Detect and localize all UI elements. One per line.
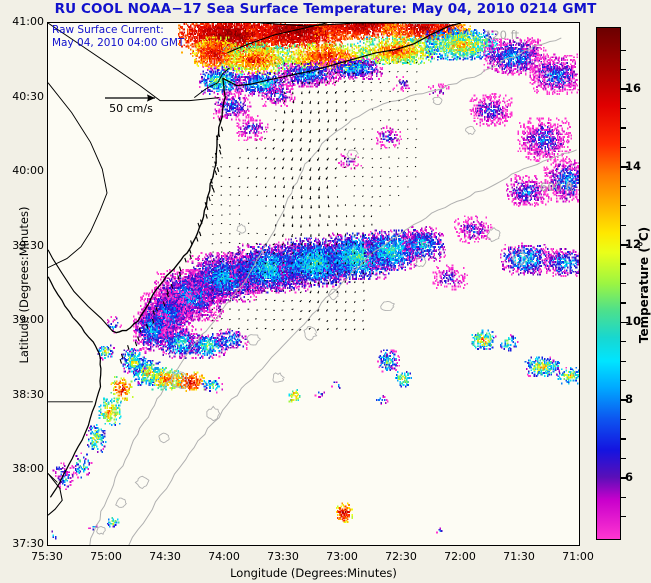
colorbar-tick [621, 515, 626, 518]
colorbar-tick [621, 399, 628, 401]
colorbar-tick [621, 341, 626, 343]
colorbar-gradient [596, 27, 621, 540]
colorbar-label-12: 12 [625, 237, 647, 251]
y-axis-tick-40-00: 40:00 [0, 164, 44, 177]
colorbar-tick [621, 263, 626, 265]
map-canvas [48, 23, 579, 545]
colorbar-tick [621, 302, 626, 304]
colorbar-label-14: 14 [625, 159, 647, 173]
colorbar-tick [621, 49, 626, 51]
colorbar-tick [621, 224, 626, 226]
y-axis-tick-41-00: 41:00 [0, 15, 44, 28]
colorbar-tick [621, 166, 628, 168]
colorbar-tick [621, 282, 626, 285]
page-title: RU COOL NOAA−17 Sea Surface Temperature:… [0, 1, 651, 17]
x-axis-tick-72-00: 72:00 [430, 550, 490, 563]
vector-scale-label: 50 cm/s [83, 102, 179, 115]
colorbar-tick [621, 127, 626, 129]
colorbar-tick [621, 418, 626, 421]
y-axis-tick-labels: 41:00 40:30 40:00 39:30 39:00 38:30 38:00 37:30 [0, 0, 44, 583]
colorbar-tick [621, 205, 626, 207]
colorbar-tick [621, 107, 626, 110]
colorbar-tick [621, 438, 626, 440]
colorbar-tick [621, 243, 628, 246]
x-axis-title: Longitude (Degrees:Minutes) [47, 566, 580, 580]
vector-scale-legend: 50 cm/s [83, 90, 179, 118]
x-axis-tick-73-00: 73:00 [312, 550, 372, 563]
x-axis-tick-74-30: 74:30 [135, 550, 195, 563]
colorbar-tick [621, 69, 626, 71]
x-axis-tick-74-00: 74:00 [194, 550, 254, 563]
colorbar [596, 27, 628, 540]
x-axis-tick-71-30: 71:30 [489, 550, 549, 563]
map-svg [48, 23, 579, 545]
map-plot-area[interactable] [47, 22, 580, 546]
x-axis-tick-labels: 75:30 75:00 74:30 74:00 73:30 73:00 72:30 72:00… [0, 550, 651, 566]
contour-label-120ft: 120 ft [485, 28, 519, 42]
right-arrow-icon [105, 94, 155, 102]
colorbar-ticks [621, 27, 628, 540]
contour-label-600ft: 600 ft [540, 180, 574, 194]
y-axis-tick-38-30: 38:30 [0, 388, 44, 401]
y-axis-tick-39-30: 39:30 [0, 239, 44, 252]
x-axis-tick-75-30: 75:30 [17, 550, 77, 563]
colorbar-label-10: 10 [625, 314, 647, 328]
x-axis-tick-73-30: 73:30 [253, 550, 313, 563]
colorbar-tick [621, 88, 628, 91]
colorbar-tick [621, 457, 626, 460]
y-axis-title: Latitude (Degrees:Minutes) [17, 185, 31, 385]
colorbar-tick [621, 360, 626, 362]
colorbar-label-8: 8 [625, 392, 647, 406]
colorbar-label-6: 6 [625, 470, 647, 484]
colorbar-tick [621, 321, 628, 324]
y-axis-tick-39-00: 39:00 [0, 313, 44, 326]
colorbar-tick [621, 185, 626, 188]
x-axis-tick-75-00: 75:00 [76, 550, 136, 563]
colorbar-tick-labels: 16 14 12 10 8 6 [625, 27, 647, 540]
y-axis-tick-37-30: 37:30 [0, 537, 44, 550]
y-axis-tick-38-00: 38:00 [0, 462, 44, 475]
annotation-line1: Raw Surface Current: [52, 24, 164, 36]
colorbar-tick [621, 146, 626, 149]
colorbar-label-16: 16 [625, 81, 647, 95]
x-axis-tick-71-00: 71:00 [548, 550, 608, 563]
colorbar-tick [621, 477, 628, 479]
annotation-line2: May 04, 2010 04:00 GMT [52, 37, 184, 49]
x-axis-tick-72-30: 72:30 [371, 550, 431, 563]
y-axis-tick-40-30: 40:30 [0, 90, 44, 103]
surface-current-annotation: Raw Surface Current: May 04, 2010 04:00 … [52, 24, 184, 49]
colorbar-tick [621, 379, 626, 382]
colorbar-tick [621, 496, 626, 498]
colorbar-title: Temperature (°C) [637, 200, 651, 370]
